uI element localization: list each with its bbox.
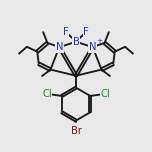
Text: Br: Br <box>71 126 81 136</box>
Text: +: + <box>96 38 102 44</box>
Text: Cl: Cl <box>42 89 52 99</box>
Text: B: B <box>73 37 79 47</box>
Text: –: – <box>79 33 83 39</box>
Text: F: F <box>83 27 89 37</box>
Text: N: N <box>55 42 63 52</box>
Text: F: F <box>63 27 69 37</box>
Text: Cl: Cl <box>100 89 110 99</box>
Text: N: N <box>89 42 97 52</box>
